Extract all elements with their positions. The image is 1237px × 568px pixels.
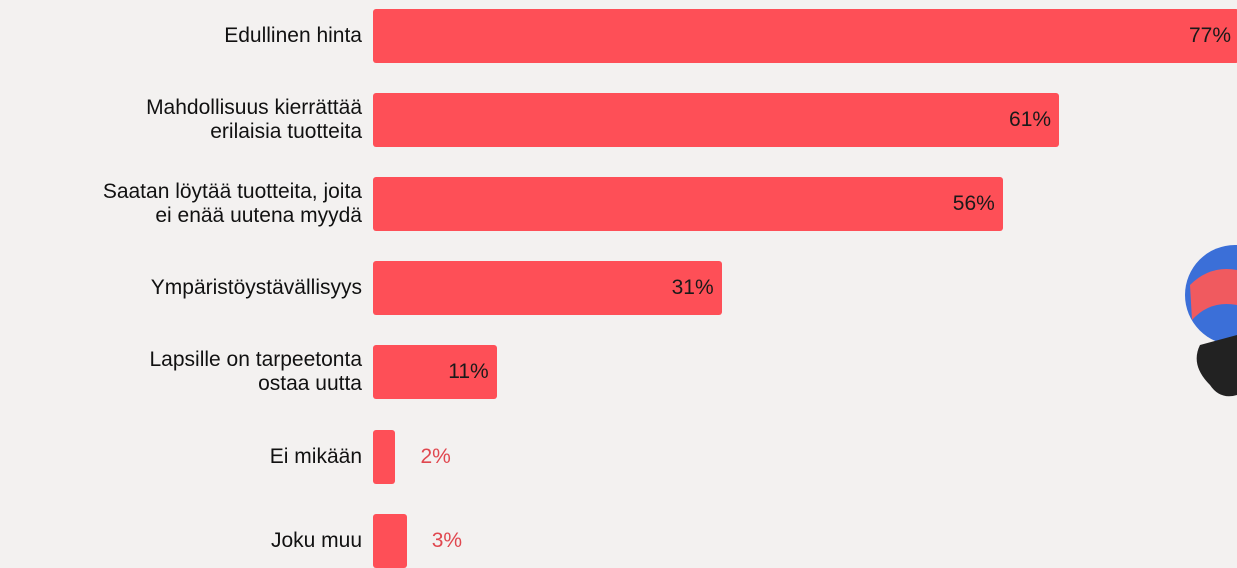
category-label: Ei mikään <box>269 444 362 468</box>
category-label: Mahdollisuus kierrättää erilaisia tuotte… <box>146 96 362 144</box>
category-label: Saatan löytää tuotteita, joita ei enää u… <box>102 180 362 228</box>
bar <box>373 9 1237 63</box>
decoration <box>1185 245 1237 397</box>
bar <box>373 345 497 400</box>
bar <box>373 261 722 316</box>
value-label: 31% <box>671 276 714 300</box>
value-label: 3% <box>431 528 463 552</box>
value-label: 56% <box>952 192 995 216</box>
value-label: 11% <box>448 360 489 384</box>
bar <box>373 93 1060 148</box>
value-label: 77% <box>1188 24 1231 47</box>
category-label: Ympäristöystävällisyys <box>150 276 362 300</box>
category-label: Lapsille on tarpeetonta ostaa uutta <box>149 348 363 396</box>
bar <box>373 513 407 568</box>
value-label: 61% <box>1009 108 1052 132</box>
helmet-stripe <box>1190 269 1237 320</box>
category-label: Edullinen hinta <box>224 24 362 47</box>
value-label: 2% <box>420 444 451 468</box>
category-label: Joku muu <box>270 528 362 552</box>
bar <box>373 177 1003 232</box>
helmet-strap <box>1196 335 1237 397</box>
bar <box>373 429 396 484</box>
